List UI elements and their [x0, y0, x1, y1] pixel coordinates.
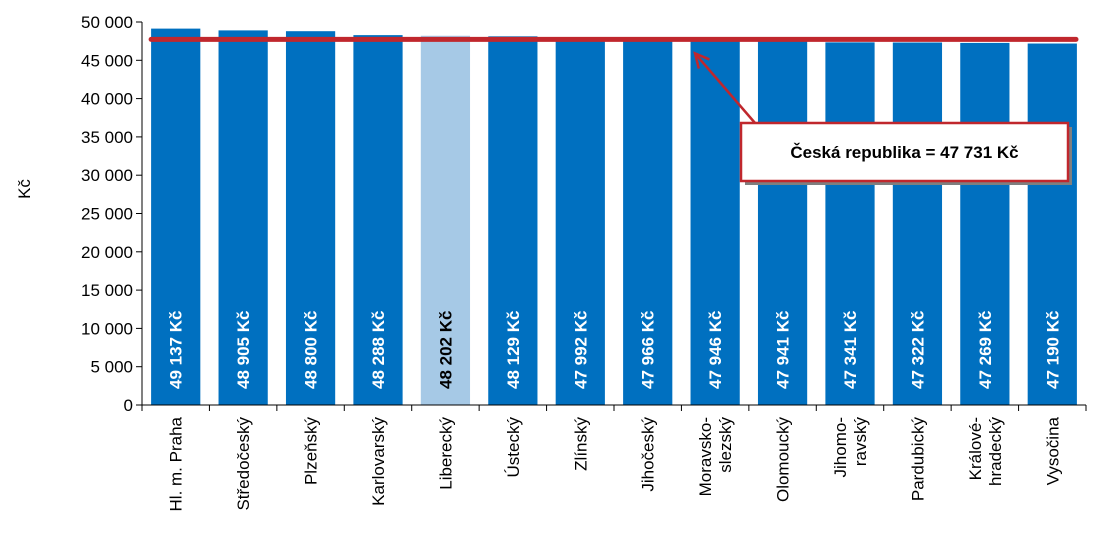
x-tick-label: Vysočina	[1043, 416, 1062, 485]
bar	[1027, 43, 1077, 406]
bar-value-label: 47 341 Kč	[841, 311, 860, 389]
bar-value-label: 47 190 Kč	[1043, 311, 1062, 389]
callout-arrow	[694, 52, 756, 124]
y-tick-label: 15 000	[81, 281, 133, 300]
bar-value-label: 48 288 Kč	[369, 311, 388, 389]
x-tick-label: Plzeňský	[302, 417, 321, 486]
bar-value-label: 47 269 Kč	[976, 311, 995, 389]
y-tick-label: 50 000	[81, 13, 133, 32]
bar	[488, 36, 538, 406]
bar	[757, 37, 808, 405]
bar-value-label: 48 202 Kč	[436, 311, 455, 389]
x-tick-label: Ústecký	[504, 417, 523, 478]
bar	[151, 28, 201, 405]
y-tick-label: 20 000	[81, 243, 133, 262]
y-tick-label: 0	[124, 396, 133, 415]
x-tick-label: Králové-	[966, 417, 985, 480]
bar-value-label: 49 137 Kč	[167, 311, 186, 389]
x-tick-label: Jihočeský	[639, 417, 658, 492]
y-tick-label: 25 000	[81, 205, 133, 224]
bar	[690, 37, 740, 405]
bar-value-label: 48 129 Kč	[504, 311, 523, 389]
bar-value-label: 48 800 Kč	[302, 311, 321, 389]
y-tick-label: 30 000	[81, 166, 133, 185]
bar-value-label: 47 966 Kč	[639, 311, 658, 389]
bar	[420, 35, 471, 406]
x-tick-label: Zlínský	[571, 417, 590, 471]
reference-line-group: Česká republika = 47 731 Kč	[148, 36, 1079, 185]
bar-value-label: 47 992 Kč	[571, 311, 590, 389]
y-tick-label: 40 000	[81, 90, 133, 109]
bar	[892, 42, 943, 405]
callout-label: Česká republika = 47 731 Kč	[790, 143, 1018, 162]
x-tick-label: ravský	[851, 417, 870, 467]
y-axis-label: Kč	[15, 179, 34, 199]
y-axis: 0 5 000 10 000 15 000 20 000 25 000 30 000 35 0…	[81, 13, 143, 415]
callout-box	[739, 121, 1070, 183]
x-tick-label: Středočeský	[234, 417, 253, 511]
x-tick-label: Olomoucký	[774, 417, 793, 503]
bar	[285, 31, 336, 406]
x-tick-label: Jihomo-	[831, 417, 850, 477]
bar	[825, 42, 875, 405]
x-tick-label: Moravsko-	[696, 417, 715, 496]
y-tick-label: 35 000	[81, 128, 133, 147]
x-tick-label: Liberecký	[436, 417, 455, 490]
bars: 49 137 Kč 48 905 Kč 48 800 Kč 48 288 Kč 48 2…	[151, 28, 1077, 406]
bar	[960, 42, 1010, 405]
callout-arrow-head	[693, 51, 710, 69]
bar	[623, 37, 673, 405]
bar	[555, 37, 605, 405]
y-tick-label: 45 000	[81, 51, 133, 70]
y-tick-label: 10 000	[81, 319, 133, 338]
bar-value-label: 47 941 Kč	[774, 311, 793, 389]
bar-value-label: 47 322 Kč	[908, 311, 927, 389]
x-tick-label: Hl. m. Praha	[167, 416, 186, 511]
x-axis: Hl. m. Praha Středočeský Plzeňský Karlovars…	[141, 404, 1087, 511]
y-tick-label: 5 000	[90, 358, 133, 377]
x-tick-label: Karlovarský	[369, 417, 388, 506]
x-tick-label: hradecký	[986, 417, 1005, 486]
x-tick-label: slezský	[716, 417, 735, 473]
bar-value-label: 47 946 Kč	[706, 311, 725, 389]
bar-value-label: 48 905 Kč	[234, 311, 253, 389]
bar	[218, 30, 268, 406]
bar	[353, 35, 403, 405]
x-tick-label: Pardubický	[908, 417, 927, 502]
